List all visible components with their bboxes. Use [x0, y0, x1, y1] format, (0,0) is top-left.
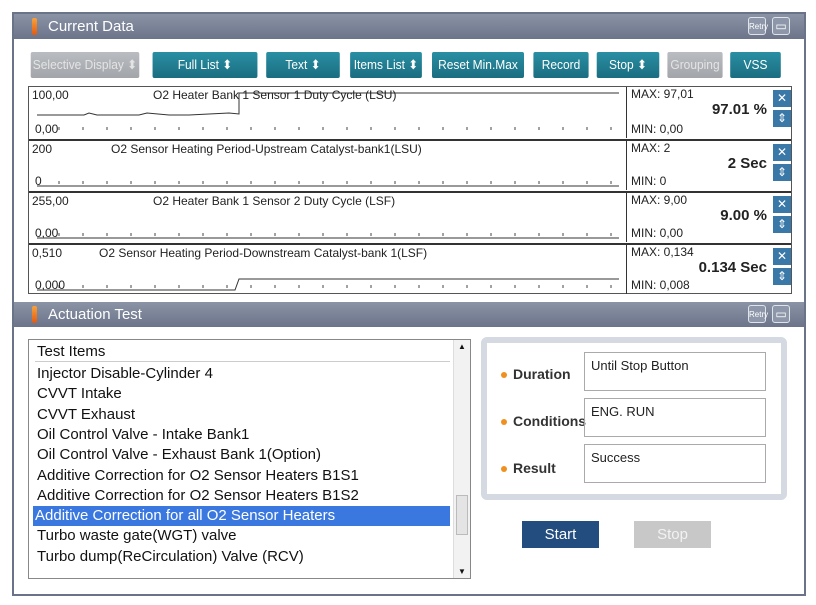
duration-label: Duration: [501, 366, 571, 382]
maximize-icon[interactable]: ▭: [772, 305, 790, 323]
list-item[interactable]: Additive Correction for all O2 Sensor He…: [33, 506, 450, 527]
list-header: Test Items: [35, 342, 450, 362]
toolbar-button-6[interactable]: Stop ⬍: [596, 52, 660, 78]
test-items-list[interactable]: Test Items ▲ ▼ Injector Disable-Cylinder…: [28, 339, 471, 579]
max-value: MAX: 97,01: [631, 87, 694, 101]
list-item[interactable]: Oil Control Valve - Exhaust Bank 1(Optio…: [37, 446, 322, 464]
graph-item-name: O2 Heater Bank 1 Sensor 2 Duty Cycle (LS…: [153, 194, 396, 208]
graph-plot: 0,510 O2 Sensor Heating Period-Downstrea…: [29, 245, 627, 294]
current-value: 0.134 Sec: [698, 259, 767, 276]
graph-plot: 255,00 O2 Heater Bank 1 Sensor 2 Duty Cy…: [29, 193, 627, 242]
graph-max-scale: 200: [32, 142, 53, 156]
graph-plot: 200 O2 Sensor Heating Period-Upstream Ca…: [29, 141, 627, 190]
list-item[interactable]: CVVT Intake: [37, 385, 122, 403]
min-value: MIN: 0,00: [631, 122, 684, 136]
conditions-label: Conditions: [501, 413, 586, 429]
duration-field: Until Stop Button: [584, 352, 766, 391]
max-value: MAX: 0,134: [631, 245, 694, 259]
toolbar-button-8[interactable]: VSS: [730, 52, 781, 78]
list-item[interactable]: CVVT Exhaust: [37, 405, 136, 423]
current-value: 97.01 %: [711, 101, 767, 118]
list-item[interactable]: Additive Correction for O2 Sensor Heater…: [37, 466, 359, 484]
max-value: MAX: 9,00: [631, 193, 688, 207]
graph-max-scale: 0,510: [32, 246, 63, 260]
actuation-test-title: Actuation Test: [48, 306, 142, 323]
graph-trace: [37, 92, 619, 130]
graph-row: 100,00 O2 Heater Bank 1 Sensor 1 Duty Cy…: [29, 87, 791, 138]
graph-info: MAX: 9,00 9.00 % MIN: 0,00: [628, 193, 771, 242]
graph-item-name: O2 Heater Bank 1 Sensor 1 Duty Cycle (LS…: [153, 88, 397, 102]
conditions-field: ENG. RUN: [584, 398, 766, 437]
header-marker-icon: [32, 18, 37, 35]
current-data-title: Current Data: [48, 18, 134, 35]
graph-min-scale: 0,00: [35, 122, 59, 136]
min-value: MIN: 0,008: [631, 278, 690, 292]
graph-info: MAX: 97,01 97.01 % MIN: 0,00: [628, 87, 771, 138]
current-data-header: Current Data Retry ▭: [14, 14, 804, 39]
graph-item-name: O2 Sensor Heating Period-Downstream Cata…: [99, 246, 428, 260]
graph-info: MAX: 0,134 0.134 Sec MIN: 0,008: [628, 245, 771, 294]
max-value: MAX: 2: [631, 141, 671, 155]
toolbar-button-4[interactable]: Reset Min.Max: [432, 52, 524, 78]
toolbar-button-0[interactable]: Selective Display ⬍: [30, 52, 140, 78]
graph-min-scale: 0,000: [35, 278, 66, 292]
min-value: MIN: 0: [631, 174, 667, 188]
close-icon[interactable]: ✕: [773, 248, 791, 265]
close-icon[interactable]: ✕: [773, 144, 791, 161]
list-item[interactable]: Turbo waste gate(WGT) valve: [37, 527, 237, 545]
move-updown-icon[interactable]: ⇕: [773, 164, 791, 181]
list-item[interactable]: Oil Control Valve - Intake Bank1: [37, 425, 250, 443]
graph-min-scale: 0: [35, 174, 42, 188]
toolbar-button-2[interactable]: Text ⬍: [266, 52, 340, 78]
graph-trace: [37, 233, 619, 239]
retry-icon[interactable]: Retry: [748, 305, 768, 323]
move-updown-icon[interactable]: ⇕: [773, 216, 791, 233]
graph-row: 0,510 O2 Sensor Heating Period-Downstrea…: [29, 243, 791, 294]
toolbar-button-3[interactable]: Items List ⬍: [350, 52, 422, 78]
move-updown-icon[interactable]: ⇕: [773, 268, 791, 285]
stop-button[interactable]: Stop: [634, 521, 711, 548]
result-field: Success: [584, 444, 766, 483]
graph-area: 100,00 O2 Heater Bank 1 Sensor 1 Duty Cy…: [28, 86, 792, 294]
graph-max-scale: 100,00: [32, 88, 69, 102]
bullet-icon: [501, 419, 507, 426]
bullet-icon: [501, 372, 507, 379]
graph-trace: [37, 278, 619, 291]
move-updown-icon[interactable]: ⇕: [773, 110, 791, 127]
bullet-icon: [501, 466, 507, 473]
scroll-up-icon[interactable]: ▲: [458, 342, 466, 351]
toolbar-button-7[interactable]: Grouping: [667, 52, 723, 78]
result-label: Result: [501, 460, 556, 476]
close-icon[interactable]: ✕: [773, 196, 791, 213]
start-button[interactable]: Start: [522, 521, 599, 548]
test-info-panel: Duration Until Stop Button Conditions EN…: [481, 337, 787, 500]
actuation-test-header: Actuation Test Retry ▭: [14, 302, 804, 327]
graph-item-name: O2 Sensor Heating Period-Upstream Cataly…: [111, 142, 422, 156]
current-value: 9.00 %: [720, 207, 767, 224]
list-item[interactable]: Turbo dump(ReCirculation) Valve (RCV): [37, 547, 304, 565]
toolbar-button-1[interactable]: Full List ⬍: [152, 52, 258, 78]
retry-icon[interactable]: Retry: [748, 17, 768, 35]
graph-row: 200 O2 Sensor Heating Period-Upstream Ca…: [29, 139, 791, 190]
graph-trace: [37, 181, 619, 187]
graph-max-scale: 255,00: [32, 194, 69, 208]
header-marker-icon: [32, 306, 37, 323]
graph-min-scale: 0,00: [35, 226, 59, 240]
maximize-icon[interactable]: ▭: [772, 17, 790, 35]
scroll-thumb[interactable]: [456, 495, 468, 535]
min-value: MIN: 0,00: [631, 226, 684, 240]
current-value: 2 Sec: [727, 155, 767, 172]
list-item[interactable]: Additive Correction for O2 Sensor Heater…: [37, 486, 359, 504]
close-icon[interactable]: ✕: [773, 90, 791, 107]
toolbar-button-5[interactable]: Record: [533, 52, 589, 78]
main-window: Current Data Retry ▭ Selective Display ⬍…: [12, 12, 806, 596]
graph-row: 255,00 O2 Heater Bank 1 Sensor 2 Duty Cy…: [29, 191, 791, 242]
list-item[interactable]: Injector Disable-Cylinder 4: [37, 365, 213, 382]
scroll-down-icon[interactable]: ▼: [458, 567, 466, 576]
graph-plot: 100,00 O2 Heater Bank 1 Sensor 1 Duty Cy…: [29, 87, 627, 138]
graph-info: MAX: 2 2 Sec MIN: 0: [628, 141, 771, 190]
list-scrollbar[interactable]: ▲ ▼: [453, 340, 470, 578]
